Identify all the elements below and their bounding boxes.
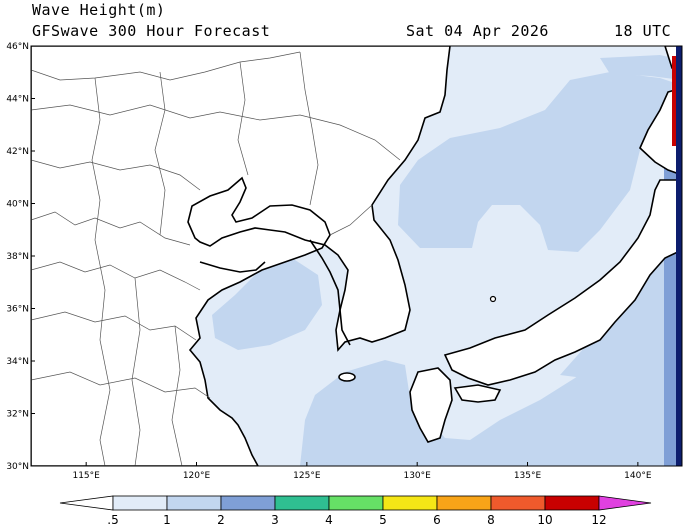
korea-coast (309, 239, 351, 346)
colorbar-label: 6 (433, 513, 441, 525)
longitude-axis: 115°E 120°E 125°E 130°E 135°E 140°E (72, 462, 652, 481)
lat-tick-label: 44°N (6, 95, 29, 105)
colorbar-label: 12 (591, 513, 606, 525)
colorbar-segment (220, 495, 276, 511)
east-edge-band (676, 46, 682, 466)
shandong-coast (199, 261, 266, 273)
lat-tick-label: 34°N (6, 357, 29, 367)
ulleung-island (489, 295, 497, 303)
colorbar-segment (112, 495, 168, 511)
lon-tick-label: 125°E (293, 471, 321, 481)
jeju-island (338, 372, 356, 382)
colorbar-label: 1 (163, 513, 171, 525)
kyushu-island (409, 367, 453, 443)
colorbar-label: .5 (107, 513, 118, 525)
colorbar-segment (490, 495, 546, 511)
map-field (31, 46, 682, 466)
lon-tick-label: 120°E (183, 471, 211, 481)
forecast-time: 18 UTC (614, 22, 672, 40)
lat-tick-label: 36°N (6, 305, 29, 315)
admin-borders (31, 51, 401, 466)
lat-tick-label: 30°N (6, 462, 29, 472)
colorbar-label: 5 (379, 513, 387, 525)
colorbar-segment (328, 495, 384, 511)
colorbar-low-arrow (59, 495, 114, 511)
shikoku-island (453, 384, 502, 403)
yellow-sea-zone (212, 258, 322, 350)
colorbar-label: 2 (217, 513, 225, 525)
asian-mainland (31, 46, 451, 466)
lon-tick-label: 130°E (403, 471, 431, 481)
lat-tick-label: 42°N (6, 147, 29, 157)
honshu-island (443, 179, 682, 386)
hokkaido-island (639, 87, 682, 176)
colorbar-label: 8 (487, 513, 495, 525)
sea-of-japan-zone (398, 72, 672, 252)
colorbar-segment (436, 495, 492, 511)
colorbar-label: 10 (537, 513, 552, 525)
north-strip-zone (600, 55, 682, 80)
colorbar-segment (274, 495, 330, 511)
colorbar-high-arrow (598, 495, 652, 511)
colorbar-segment (544, 495, 600, 511)
latitude-axis: 30°N 32°N 34°N 36°N 38°N 40°N 42°N 44°N 46°N (6, 42, 35, 472)
lat-tick-label: 40°N (6, 200, 29, 210)
colorbar: .5 1 2 3 4 5 6 8 10 12 (59, 495, 652, 525)
map-title: Wave Height(m) (32, 1, 166, 19)
lat-tick-label: 38°N (6, 252, 29, 262)
lat-tick-label: 32°N (6, 410, 29, 420)
forecast-date: Sat 04 Apr 2026 (406, 22, 549, 40)
lon-tick-label: 115°E (72, 471, 100, 481)
lat-tick-label: 46°N (6, 42, 29, 52)
colorbar-segment (166, 495, 222, 511)
colorbar-label: 3 (271, 513, 279, 525)
lon-tick-label: 135°E (514, 471, 542, 481)
lon-tick-label: 140°E (624, 471, 652, 481)
colorbar-segment (382, 495, 438, 511)
model-forecast-label: GFSwave 300 Hour Forecast (32, 22, 271, 40)
colorbar-label: 4 (325, 513, 333, 525)
east-edge-warm-band (672, 56, 676, 146)
